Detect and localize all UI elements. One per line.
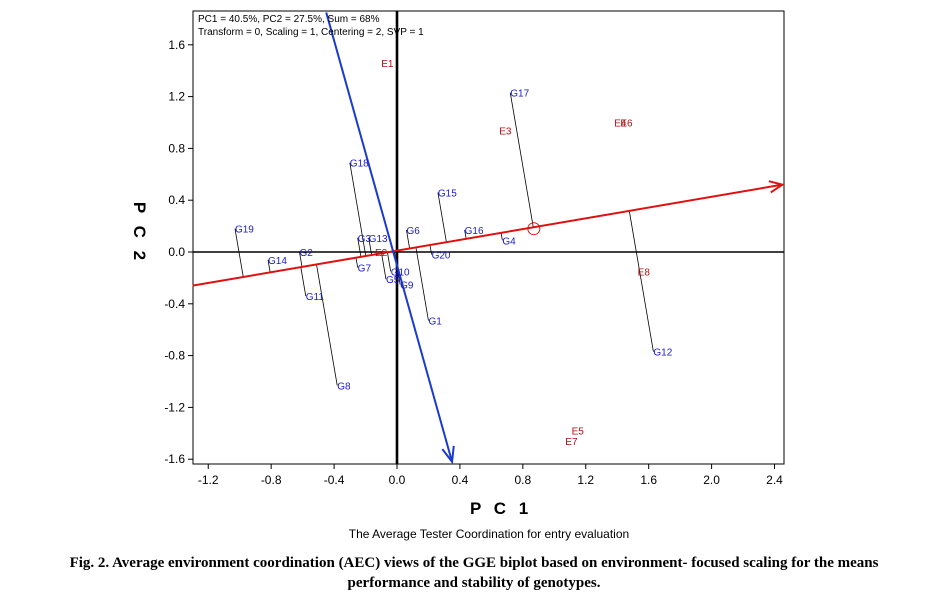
genotype-label: G5 [386, 275, 400, 286]
projection-line [234, 228, 244, 278]
projection-line [349, 162, 367, 257]
genotype-label: G20 [432, 251, 451, 262]
genotype-label: G1 [428, 317, 442, 328]
projection-lines [234, 92, 654, 386]
aec-abscissa-arrow-line [192, 183, 783, 287]
x-tick-label: 1.2 [577, 473, 594, 487]
x-tick-label: 0.0 [389, 473, 406, 487]
y-tick-label: -0.8 [164, 349, 185, 363]
y-tick-label: 0.0 [168, 245, 185, 259]
x-tick-label: 1.6 [640, 473, 657, 487]
projection-line [415, 247, 429, 321]
y-tick-label: -1.2 [164, 400, 185, 414]
projection-line [299, 251, 303, 267]
x-tick-label: 0.8 [514, 473, 531, 487]
environment-label: E8 [638, 267, 651, 278]
info-line-2: Transform = 0, Scaling = 1, Centering = … [198, 27, 424, 38]
x-tick-label: -0.8 [261, 473, 282, 487]
genotype-label: G18 [350, 159, 369, 170]
aec-ordinate-arrow-head [441, 445, 455, 465]
axis-ticks: -1.2 -0.8 -0.4 0.0 0.4 0.8 1.2 1.6 2.0 2.4 1.6 1.2 0… [164, 38, 783, 487]
projection-line [381, 253, 387, 280]
genotype-label: G8 [337, 381, 351, 392]
genotype-label: G19 [235, 225, 254, 236]
environment-label: E1 [381, 59, 394, 70]
genotype-label: G11 [306, 292, 325, 303]
origin-axes [193, 11, 784, 464]
projection-line [406, 229, 411, 249]
environment-label: E4 [614, 119, 627, 130]
projection-line [267, 259, 271, 273]
y-axis-title: P C 2 [130, 202, 149, 264]
projection-line [628, 210, 654, 352]
genotype-label: G17 [510, 89, 529, 100]
projection-line [355, 257, 359, 268]
genotype-label: G13 [369, 234, 388, 245]
caption-line-2: performance and stability of genotypes. [347, 575, 601, 591]
x-tick-label: -0.4 [324, 473, 345, 487]
genotype-label: G16 [465, 226, 484, 237]
y-tick-label: 1.6 [168, 38, 185, 52]
x-tick-label: 0.4 [452, 473, 469, 487]
average-environment-marker [527, 222, 541, 236]
projection-line [509, 92, 534, 228]
projection-line [316, 264, 338, 386]
projection-line [429, 244, 433, 255]
aec-arrows [192, 12, 785, 465]
genotype-label: G12 [653, 348, 672, 359]
info-line-1: PC1 = 40.5%, PC2 = 27.5%, Sum = 68% [198, 14, 380, 25]
y-tick-label: 0.8 [168, 141, 185, 155]
caption-line-1: Fig. 2. Average environment coordination… [69, 555, 879, 571]
aec-ordinate-line [325, 12, 454, 463]
plot-frame [192, 10, 785, 465]
genotype-label: G6 [406, 226, 420, 237]
projection-line [464, 229, 467, 239]
genotype-label: G15 [438, 188, 457, 199]
x-axis-title: P C 1 [470, 499, 532, 518]
aec-abscissa-arrow-head [768, 180, 785, 194]
chart-subtitle: The Average Tester Coordination for entr… [349, 527, 629, 541]
environment-label: E6 [620, 119, 633, 130]
projection-line [437, 192, 447, 243]
genotype-label: G3 [358, 234, 372, 245]
projection-line [300, 267, 307, 297]
projection-line [357, 237, 362, 257]
figure-caption: Fig. 2. Average environment coordination… [0, 553, 948, 593]
environment-label: E7 [565, 437, 578, 448]
y-tick-label: -1.6 [164, 452, 185, 466]
y-tick-label: 0.4 [168, 193, 185, 207]
environment-label: E5 [572, 427, 585, 438]
x-tick-label: 2.0 [703, 473, 720, 487]
genotype-label: G7 [358, 264, 372, 275]
genotype-label: G2 [299, 248, 313, 259]
genotype-label: G14 [268, 256, 287, 267]
genotype-label: G4 [502, 236, 516, 247]
y-tick-label: 1.2 [168, 90, 185, 104]
genotype-label: G9 [400, 280, 414, 291]
x-tick-label: 2.4 [766, 473, 783, 487]
projection-line [500, 232, 503, 241]
projection-line [387, 252, 392, 272]
y-tick-label: -0.4 [164, 297, 185, 311]
x-tick-label: -1.2 [198, 473, 219, 487]
environment-label: E2 [375, 248, 388, 259]
environment-label: E3 [499, 126, 512, 137]
genotype-label: G10 [391, 267, 410, 278]
